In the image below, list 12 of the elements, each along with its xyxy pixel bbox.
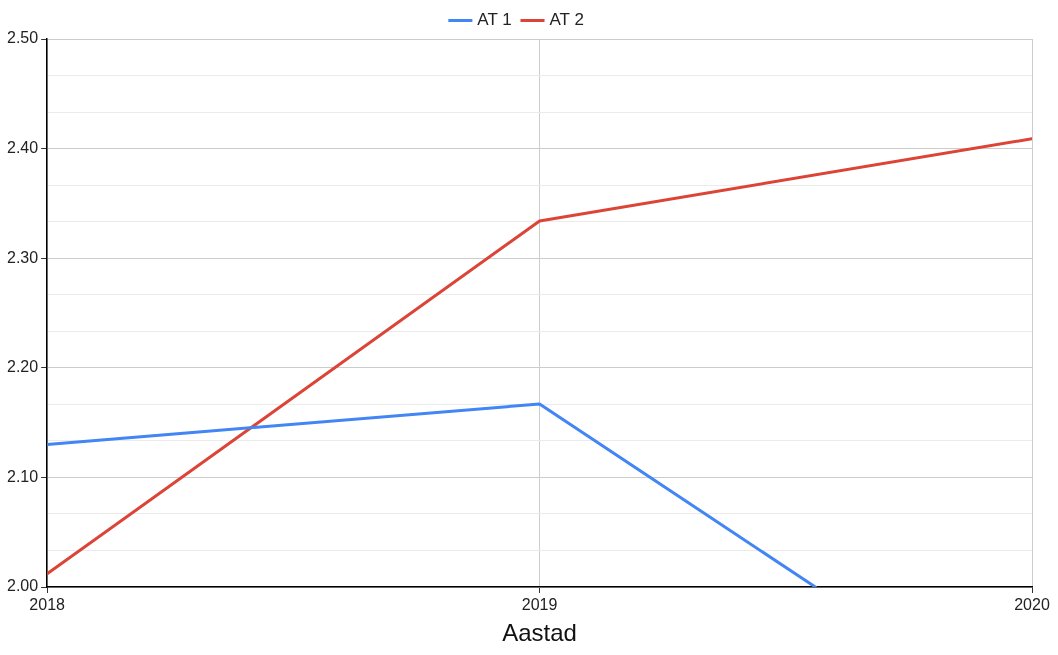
legend-label: AT 1 <box>477 10 512 30</box>
y-tick-label: 2.50 <box>7 29 39 47</box>
y-tick-label: 2.10 <box>7 467 39 485</box>
y-tick-label: 2.30 <box>7 248 39 266</box>
x-tick-label: 2020 <box>1014 596 1050 614</box>
y-tick-label: 2.20 <box>7 358 39 376</box>
x-tick-label: 2019 <box>521 596 558 614</box>
y-tick-label: 2.40 <box>7 139 39 157</box>
y-tick-label: 2.00 <box>7 577 39 595</box>
x-axis-title: Aastad <box>502 619 577 647</box>
x-tick-label: 2018 <box>29 596 66 614</box>
legend-label: AT 2 <box>549 10 584 30</box>
